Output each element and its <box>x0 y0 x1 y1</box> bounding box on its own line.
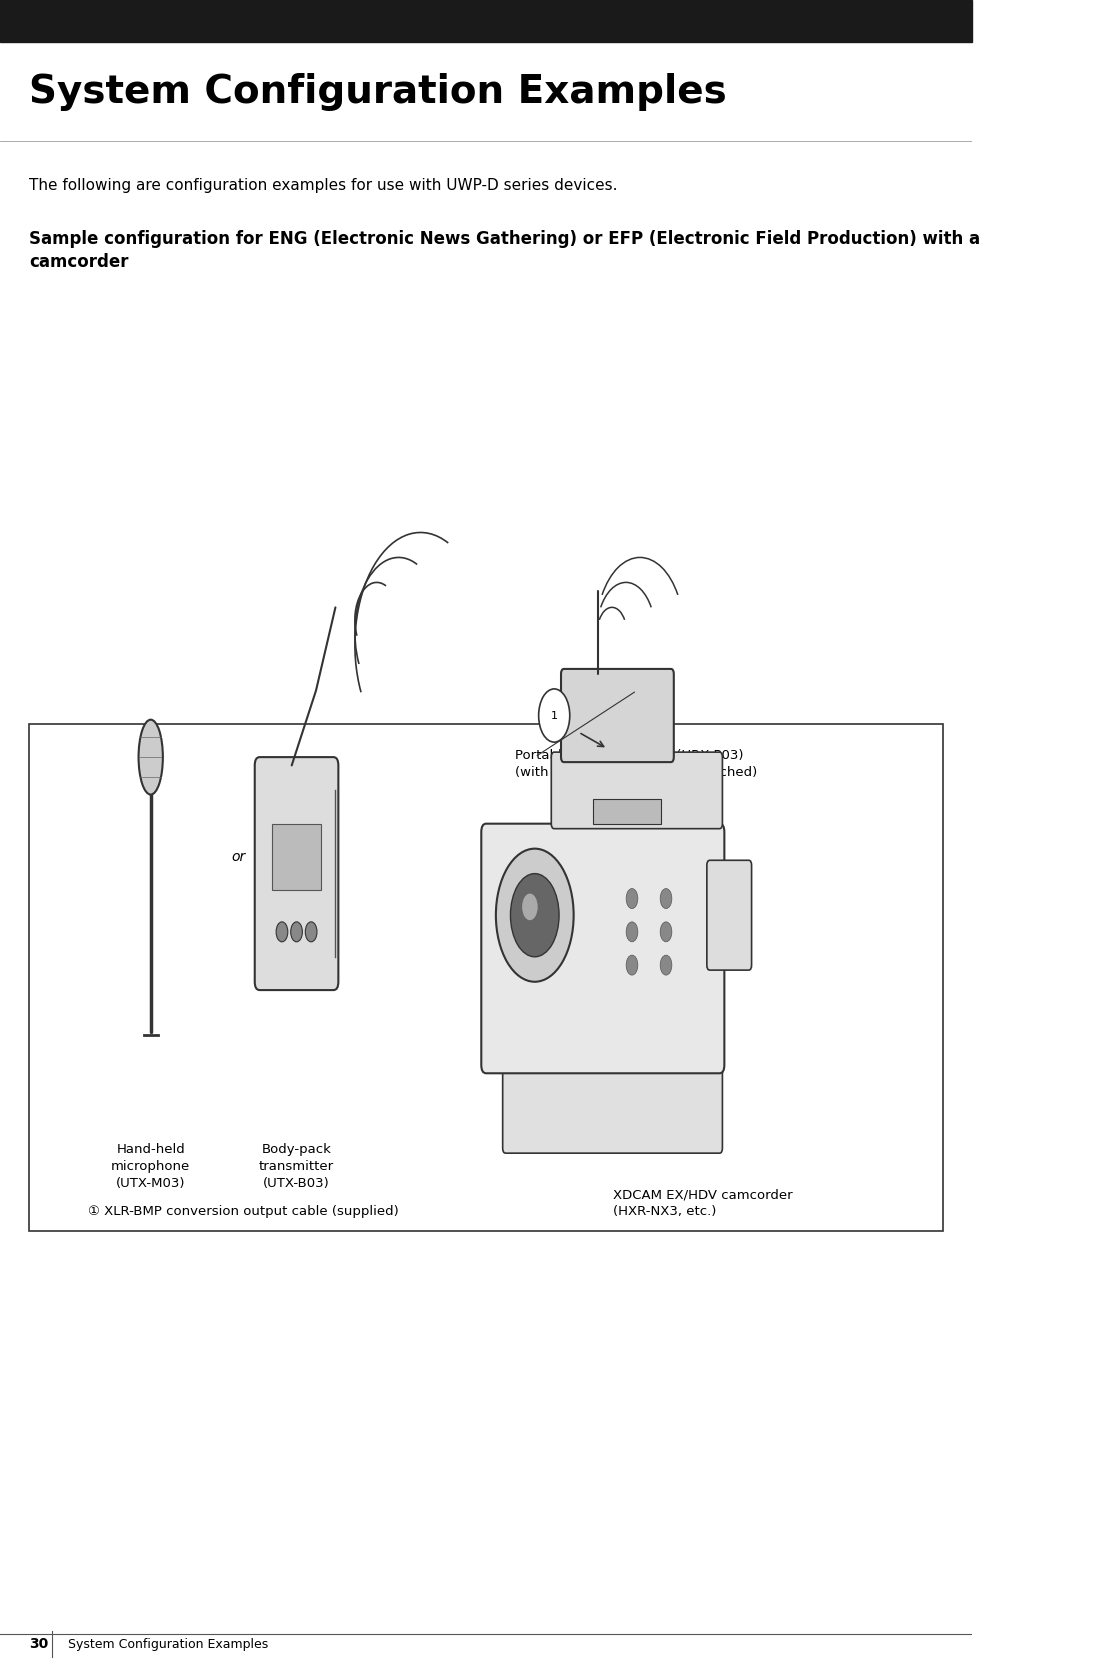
Text: Hand-held
microphone
(UTX-M03): Hand-held microphone (UTX-M03) <box>111 1143 190 1190</box>
Circle shape <box>496 849 573 982</box>
Circle shape <box>626 955 638 975</box>
Text: Body-pack
transmitter
(UTX-B03): Body-pack transmitter (UTX-B03) <box>259 1143 334 1190</box>
Text: or: or <box>231 850 245 864</box>
Circle shape <box>305 922 317 942</box>
Text: XDCAM EX/HDV camcorder
(HXR-NX3, etc.): XDCAM EX/HDV camcorder (HXR-NX3, etc.) <box>613 1188 792 1218</box>
FancyBboxPatch shape <box>561 669 674 762</box>
FancyBboxPatch shape <box>481 824 725 1073</box>
Bar <box>0 0 973 42</box>
FancyBboxPatch shape <box>30 724 943 1231</box>
Circle shape <box>291 922 302 942</box>
Text: 30: 30 <box>30 1637 48 1651</box>
Text: Sample configuration for ENG (Electronic News Gathering) or EFP (Electronic Fiel: Sample configuration for ENG (Electronic… <box>30 230 981 271</box>
FancyBboxPatch shape <box>551 752 722 829</box>
Ellipse shape <box>138 719 163 795</box>
Bar <box>272 824 321 890</box>
Circle shape <box>523 894 538 920</box>
FancyBboxPatch shape <box>707 860 752 970</box>
Circle shape <box>660 922 672 942</box>
Circle shape <box>660 889 672 909</box>
Text: Portable diversity tuner (URX-P03)
(with shoe mount adapter attached): Portable diversity tuner (URX-P03) (with… <box>515 749 758 779</box>
Text: 1: 1 <box>551 711 558 721</box>
Circle shape <box>276 922 288 942</box>
Bar <box>593 799 661 824</box>
Text: System Configuration Examples: System Configuration Examples <box>68 1637 268 1651</box>
Circle shape <box>511 874 559 957</box>
Text: The following are configuration examples for use with UWP-D series devices.: The following are configuration examples… <box>30 178 618 193</box>
Text: System Configuration Examples: System Configuration Examples <box>30 73 727 110</box>
Circle shape <box>626 889 638 909</box>
Text: ① XLR-BMP conversion output cable (supplied): ① XLR-BMP conversion output cable (suppl… <box>88 1205 399 1218</box>
FancyBboxPatch shape <box>255 757 338 990</box>
Circle shape <box>626 922 638 942</box>
Circle shape <box>660 955 672 975</box>
FancyBboxPatch shape <box>503 1043 722 1153</box>
Circle shape <box>539 689 570 742</box>
